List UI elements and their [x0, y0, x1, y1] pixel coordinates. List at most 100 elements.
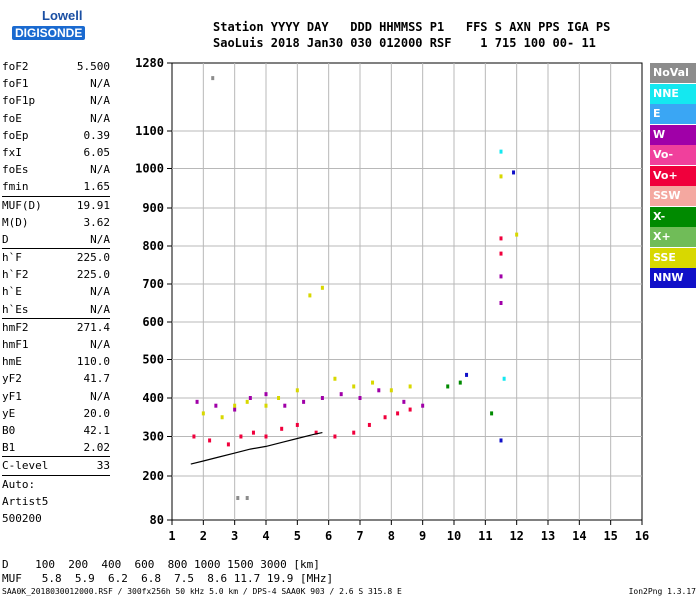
polarization-legend: NoVal NNE E W Vo- Vo+ SSW X- X+ SSE NNW — [650, 63, 696, 289]
param-value: 42.1 — [83, 423, 111, 437]
param-row: h`Es N/A — [2, 301, 110, 318]
param-row: fmin 1.65 — [2, 178, 110, 195]
param-row: foE N/A — [2, 110, 110, 127]
echo-point — [251, 430, 255, 435]
param-row: h`E N/A — [2, 283, 110, 300]
param-key: foE — [2, 111, 22, 125]
echo-point — [421, 403, 425, 408]
param-row: B1 2.02 — [2, 439, 110, 456]
param-row: MUF(D) 19.91 — [2, 197, 110, 214]
y-tick-label: 800 — [142, 239, 164, 253]
auto-info-line: 500200 — [2, 511, 42, 525]
param-key: D — [2, 232, 9, 246]
x-tick-label: 15 — [603, 529, 617, 543]
y-tick-label: 80 — [150, 513, 164, 527]
y-tick-label: 1000 — [135, 162, 164, 176]
echo-point — [220, 415, 224, 420]
divider — [2, 317, 110, 319]
legend-item: E — [650, 104, 696, 124]
param-row-clevel: C-level 33 — [2, 457, 110, 474]
param-value: 20.0 — [83, 406, 111, 420]
param-key: h`E — [2, 285, 22, 299]
echo-point — [383, 415, 387, 420]
distance-line: D 100 200 400 600 800 1000 1500 3000 [km… — [2, 558, 320, 571]
x-tick-label: 14 — [572, 529, 586, 543]
lowell-digisonde-logo: Lowell DIGISONDE — [2, 6, 132, 46]
x-tick-label: 8 — [388, 529, 395, 543]
param-row: B0 42.1 — [2, 422, 110, 439]
param-value: N/A — [90, 94, 110, 108]
param-group-critical-frequencies: foF2 5.500 foF1 N/A foF1p N/A foE N/A foEp 0.39 fx… — [2, 58, 110, 196]
x-tick-label: 12 — [509, 529, 523, 543]
param-key: yE — [2, 406, 16, 420]
y-tick-label: 700 — [142, 277, 164, 291]
echo-point — [295, 388, 299, 393]
y-tick-label: 600 — [142, 315, 164, 329]
echo-point — [339, 392, 343, 397]
echo-point — [367, 422, 371, 427]
param-row: foF1p N/A — [2, 92, 110, 109]
legend-item: NoVal — [650, 63, 696, 83]
x-tick-label: 7 — [356, 529, 363, 543]
param-key: h`Es — [2, 302, 29, 316]
x-tick-label: 3 — [231, 529, 238, 543]
param-value: 41.7 — [83, 372, 111, 386]
param-value: N/A — [90, 338, 110, 351]
echo-point — [408, 384, 412, 389]
echo-point — [233, 407, 237, 412]
echo-point — [320, 285, 324, 290]
param-key: yF2 — [2, 372, 22, 386]
param-row: yF1 N/A — [2, 388, 110, 405]
legend-item: X- — [650, 206, 696, 227]
param-key: foF1 — [2, 77, 29, 91]
echo-point — [333, 434, 337, 439]
param-value: 1.65 — [83, 180, 111, 194]
x-tick-label: 10 — [447, 529, 461, 543]
param-key: foEs — [2, 163, 29, 177]
echo-point — [377, 388, 381, 393]
y-tick-label: 1280 — [135, 56, 164, 70]
param-value: 225.0 — [76, 251, 110, 265]
x-tick-label: 16 — [635, 529, 649, 543]
software-version: Ion2Png 1.3.17 — [628, 587, 696, 596]
echo-point — [465, 372, 469, 377]
echo-point — [226, 442, 230, 447]
echo-point — [320, 396, 324, 400]
param-key: hmE — [2, 355, 22, 369]
x-tick-label: 2 — [200, 529, 207, 543]
param-value: 2.02 — [83, 441, 111, 455]
param-row: foEp 0.39 — [2, 127, 110, 144]
param-row: foF2 5.500 — [2, 58, 110, 75]
echo-point — [499, 274, 503, 279]
param-value: 0.39 — [83, 128, 111, 142]
param-key: fxI — [2, 145, 22, 159]
legend-item: W — [650, 124, 696, 145]
echo-point — [208, 438, 212, 443]
param-row: D N/A — [2, 231, 110, 248]
param-key: foEp — [2, 128, 29, 142]
param-value: N/A — [90, 111, 110, 125]
param-key: B0 — [2, 423, 16, 437]
auto-info-line: Artist5 — [2, 494, 49, 508]
echo-point — [283, 403, 287, 408]
muf-line: MUF 5.8 5.9 6.2 6.8 7.5 8.6 11.7 19.9 [M… — [2, 572, 334, 585]
y-tick-label: 300 — [142, 430, 164, 444]
param-value: 3.62 — [83, 215, 111, 229]
echo-point — [396, 411, 400, 416]
file-info-footer: SAA0K_2018030012000.RSF / 300fx256h 50 k… — [2, 587, 402, 596]
param-value: N/A — [90, 163, 110, 177]
echo-point — [214, 403, 218, 408]
auto-scaling-info: Auto: Artist5 500200 — [2, 476, 110, 527]
param-key: C-level — [2, 459, 49, 473]
header-line-1: Station YYYY DAY DDD HHMMSS P1 FFS S AXN… — [213, 20, 611, 34]
plot-frame — [171, 62, 643, 521]
param-row: h`F2 225.0 — [2, 266, 110, 283]
param-row: foEs N/A — [2, 161, 110, 178]
divider — [2, 474, 110, 476]
echo-point — [245, 399, 249, 404]
y-tick-label: 1100 — [135, 124, 164, 138]
param-key: B1 — [2, 441, 16, 455]
scaled-parameters-panel: foF2 5.500 foF1 N/A foF1p N/A foE N/A foEp 0.39 fx… — [2, 58, 110, 527]
x-tick-label: 4 — [262, 529, 269, 543]
